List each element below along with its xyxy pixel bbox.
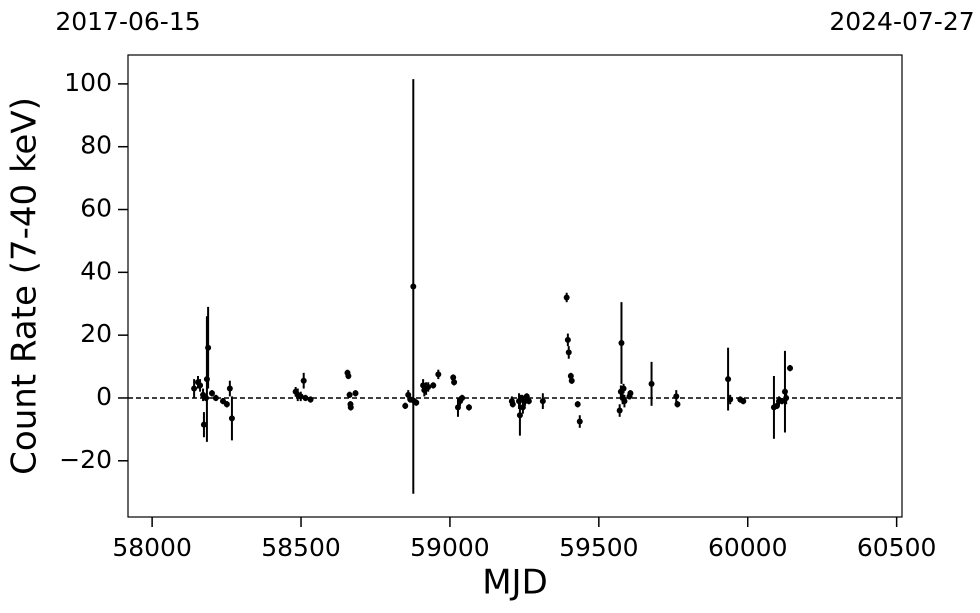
data-point xyxy=(740,398,747,405)
data-point xyxy=(223,401,230,408)
x-tick-label: 59000 xyxy=(410,533,490,562)
data-point xyxy=(302,394,309,401)
data-point xyxy=(226,385,233,392)
data-point xyxy=(627,390,634,397)
data-point xyxy=(430,382,437,389)
data-point xyxy=(574,401,581,408)
data-point xyxy=(297,393,304,400)
data-point xyxy=(425,383,432,390)
data-point xyxy=(191,385,198,392)
y-tick-label: 80 xyxy=(80,131,112,160)
data-point xyxy=(413,399,420,406)
data-point xyxy=(539,398,546,405)
top-date-label: 2024-07-27 xyxy=(829,7,974,36)
data-point xyxy=(778,398,785,405)
data-point xyxy=(618,340,625,347)
top-date-label: 2017-06-15 xyxy=(55,7,200,36)
data-point xyxy=(620,385,627,392)
x-tick-label: 58500 xyxy=(261,533,341,562)
x-tick-label: 60000 xyxy=(708,533,788,562)
data-point xyxy=(673,393,680,400)
data-point xyxy=(519,404,526,411)
data-point xyxy=(568,377,575,384)
data-point xyxy=(565,349,572,356)
y-axis-label: Count Rate (7-40 keV) xyxy=(5,97,45,475)
data-point xyxy=(727,396,734,403)
data-point xyxy=(567,372,574,379)
data-point xyxy=(616,407,623,414)
y-tick-label: −20 xyxy=(59,445,112,474)
data-point xyxy=(783,394,790,401)
data-point xyxy=(435,371,442,378)
data-point xyxy=(787,365,794,372)
data-point xyxy=(725,376,732,383)
data-point xyxy=(621,398,628,405)
data-point xyxy=(307,396,314,403)
data-point xyxy=(410,283,417,290)
data-point xyxy=(197,382,204,389)
data-point xyxy=(208,390,215,397)
y-tick-label: 100 xyxy=(64,68,112,97)
data-point xyxy=(451,379,458,386)
y-tick-label: 20 xyxy=(80,319,112,348)
data-point xyxy=(200,421,207,428)
y-tick-label: 60 xyxy=(80,194,112,223)
x-axis-label: MJD xyxy=(482,563,548,603)
data-point xyxy=(648,380,655,387)
y-tick-label: 0 xyxy=(96,382,112,411)
data-point xyxy=(674,401,681,408)
data-point xyxy=(564,336,571,343)
x-tick-label: 58000 xyxy=(112,533,192,562)
data-point xyxy=(352,390,359,397)
y-tick-label: 40 xyxy=(80,256,112,285)
data-point xyxy=(450,374,457,381)
data-point xyxy=(346,391,353,398)
data-point xyxy=(212,394,219,401)
data-point xyxy=(405,391,412,398)
data-point xyxy=(345,372,352,379)
data-point xyxy=(205,344,212,351)
data-point xyxy=(525,398,532,405)
data-point xyxy=(465,404,472,411)
data-point xyxy=(402,402,409,409)
data-point xyxy=(454,404,461,411)
data-point xyxy=(300,377,307,384)
data-point xyxy=(509,401,516,408)
data-point xyxy=(523,393,530,400)
data-point xyxy=(516,412,523,419)
x-tick-label: 60500 xyxy=(857,533,937,562)
plot-frame xyxy=(127,54,903,518)
data-point xyxy=(576,418,583,425)
x-tick-label: 59500 xyxy=(559,533,639,562)
data-point xyxy=(347,404,354,411)
data-point xyxy=(459,394,466,401)
data-point xyxy=(563,294,570,301)
data-point xyxy=(228,415,235,422)
